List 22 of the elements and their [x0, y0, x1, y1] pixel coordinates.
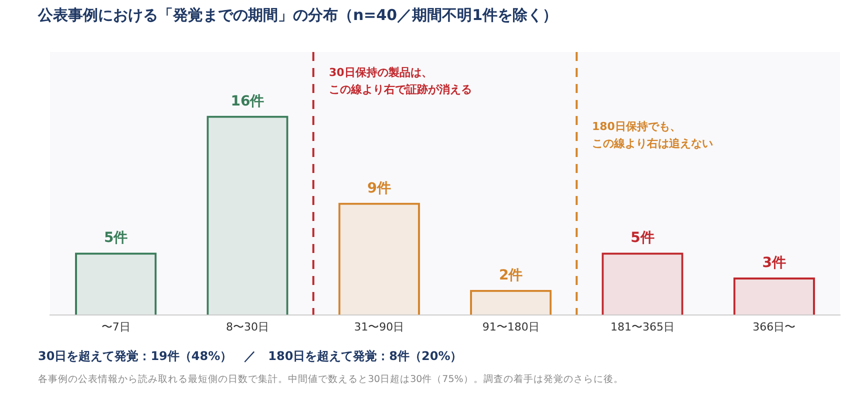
data-label: 5件 — [104, 230, 128, 246]
bar — [602, 252, 684, 315]
ref-line-label: 180日保持でも、この線より右は追えない — [592, 119, 713, 152]
text: 30日を超えて発覚：19件（48%） ／ 180日を超えて発覚：8件（20%） — [38, 348, 462, 365]
data-label: 2件 — [498, 268, 523, 284]
x-tick-label: 91〜180日 — [482, 320, 540, 334]
bar — [470, 290, 552, 315]
x-tick-label: 31〜90日 — [354, 320, 404, 334]
data-label: 5件 — [630, 230, 654, 246]
bar — [733, 277, 815, 315]
x-tick-label: 8〜30日 — [226, 320, 269, 334]
x-tick-label: 〜7日 — [101, 320, 130, 334]
data-label: 16件 — [230, 93, 264, 110]
data-label: 3件 — [762, 255, 786, 272]
ref-line-label: 30日保持の製品は、この線より右で証跡が消える — [329, 65, 472, 98]
x-tick-label: 366日〜 — [752, 320, 796, 334]
text: 各事例の公表情報から読み取れる最短側の日数で集計。中間値で数えると30日超は30件（75%）。調査の着手は発覚のさらに後。 — [38, 373, 624, 386]
bar — [75, 252, 157, 315]
chart-title: 公表事例における「発覚までの期間」の分布（n=40／期間不明1件を除く） — [38, 6, 558, 25]
x-tick-label: 181〜365日 — [610, 320, 674, 334]
data-label: 9件 — [367, 180, 392, 196]
bar — [338, 202, 420, 315]
